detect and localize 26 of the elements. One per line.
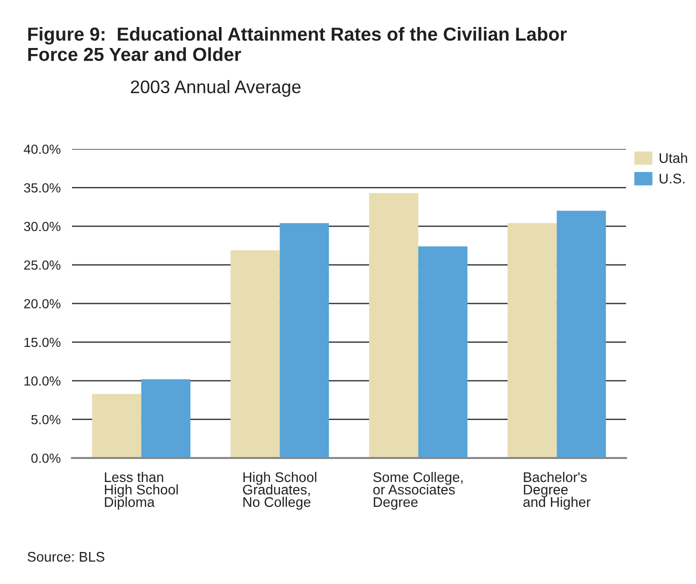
bar [141, 379, 190, 458]
bar [418, 246, 468, 458]
bar [280, 223, 329, 458]
y-tick-label: 30.0% [24, 222, 60, 232]
bar [92, 394, 142, 458]
y-tick-label: 15.0% [24, 338, 60, 348]
y-tick-label: 10.0% [24, 376, 60, 386]
y-tick-label: 20.0% [24, 299, 60, 308]
x-tick-label: High School Graduates, No College [243, 472, 316, 510]
x-tick-label: Bachelor's Degree and Higher [523, 472, 590, 510]
y-tick-label: 25.0% [24, 260, 60, 270]
x-tick-label: Some College, or Associates Degree [373, 472, 463, 510]
y-tick-label: 35.0% [24, 183, 60, 193]
bar [230, 250, 280, 458]
x-tick-label: Less than High School Diploma [104, 472, 178, 510]
legend-label: U.S. [660, 174, 684, 184]
y-tick-label: 0.0% [31, 454, 60, 463]
source-note: Source: BLS [28, 552, 104, 562]
chart-title: Figure 9: Educational Attainment Rates of the Civilian Labor Force 25 Year and Older [28, 27, 567, 62]
y-tick-label: 40.0% [24, 144, 60, 154]
legend-label: Utah [660, 152, 688, 163]
bar [556, 210, 606, 458]
bar [508, 223, 557, 458]
bar [369, 193, 418, 458]
chart-subtitle: 2003 Annual Average [130, 80, 301, 97]
y-tick-label: 5.0% [31, 414, 60, 424]
